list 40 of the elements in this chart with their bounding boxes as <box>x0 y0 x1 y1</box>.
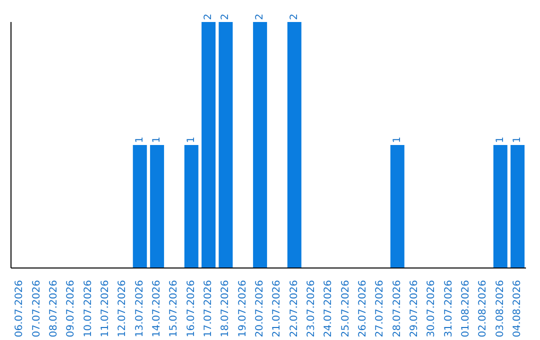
x-tick-label: 15.07.2026 <box>168 280 180 338</box>
x-tick-label: 11.07.2026 <box>100 280 111 338</box>
data-label: 2 <box>288 14 300 20</box>
x-tick-label: 10.07.2026 <box>82 280 94 338</box>
data-label: 2 <box>220 14 232 20</box>
data-label: 1 <box>512 136 524 143</box>
x-tick-label: 17.07.2026 <box>202 280 214 338</box>
x-tick-label: 02.08.2026 <box>478 280 489 338</box>
x-tick-label: 12.07.2026 <box>117 280 128 338</box>
x-tick-label: 26.07.2026 <box>357 280 368 338</box>
data-label: 2 <box>203 14 214 20</box>
x-tick-label: 07.07.2026 <box>31 280 42 338</box>
x-tick-label: 30.07.2026 <box>426 280 438 338</box>
x-tick-label: 25.07.2026 <box>340 280 352 338</box>
x-tick-label: 08.07.2026 <box>48 280 60 338</box>
x-tick-label: 19.07.2026 <box>237 280 248 338</box>
x-tick-label: 22.07.2026 <box>288 280 300 338</box>
x-tick-label: 18.07.2026 <box>220 280 232 338</box>
x-tick-label: 13.07.2026 <box>134 280 146 338</box>
x-tick-label: 06.07.2026 <box>14 280 26 338</box>
data-label: 1 <box>186 136 197 143</box>
data-label: 1 <box>494 136 506 143</box>
x-tick-label: 31.07.2026 <box>443 280 454 338</box>
x-tick-label: 28.07.2026 <box>392 280 403 338</box>
x-tick-label: 03.08.2026 <box>494 280 506 338</box>
x-tick-label: 16.07.2026 <box>186 280 197 338</box>
x-tick-label: 23.07.2026 <box>306 280 317 338</box>
data-label: 1 <box>134 136 146 143</box>
x-tick-label: 09.07.2026 <box>66 280 77 338</box>
data-label: 1 <box>392 136 403 143</box>
x-tick-label: 29.07.2026 <box>408 280 420 338</box>
x-tick-label: 04.08.2026 <box>512 280 523 338</box>
x-tick-label: 24.07.2026 <box>323 280 334 338</box>
data-label: 2 <box>254 14 266 20</box>
x-tick-label: 21.07.2026 <box>272 280 283 338</box>
x-tick-label: 20.07.2026 <box>254 280 266 338</box>
x-tick-label: 01.08.2026 <box>460 280 472 338</box>
x-tick-label: 14.07.2026 <box>151 280 162 338</box>
x-tick-label: 27.07.2026 <box>374 280 386 338</box>
data-label: 1 <box>152 136 163 143</box>
